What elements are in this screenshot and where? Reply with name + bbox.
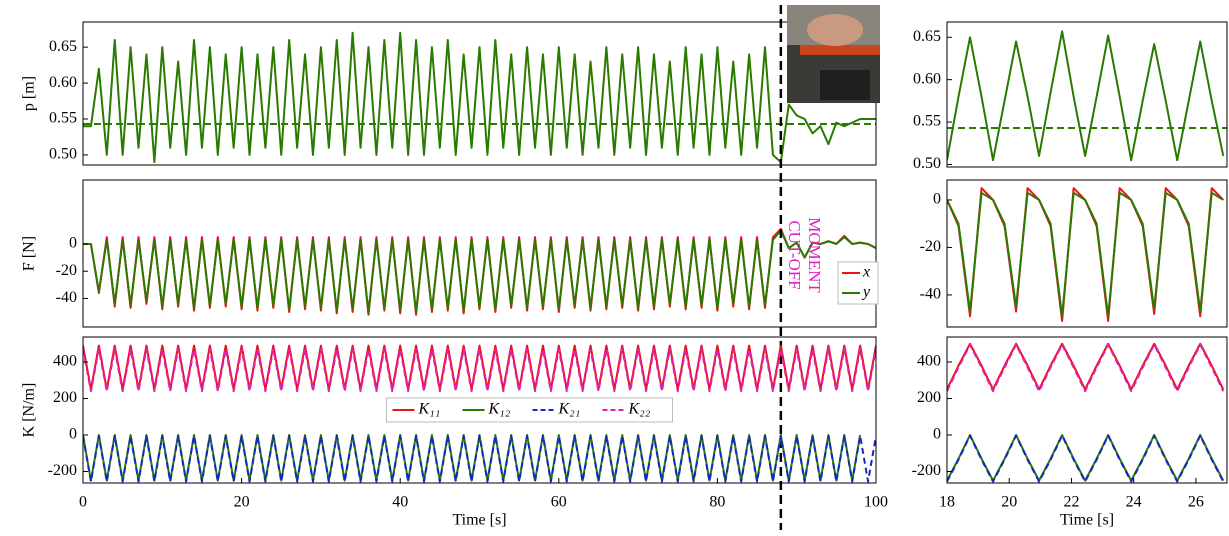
legend-label: K₁₁ [418,401,441,418]
series-line [947,343,1225,393]
x-tick-label: 100 [864,494,888,511]
y-tick-label: 0 [69,235,77,252]
series-line [947,191,1224,318]
y-tick-label: 0.55 [49,110,77,127]
plot-frame [82,179,877,328]
y-tick-label: 0.50 [913,155,941,172]
plot-area [83,228,876,316]
series-line [83,229,876,314]
x-tick-label: 20 [234,494,250,511]
y-tick-label: 400 [53,353,77,370]
y-tick-label: 0.55 [913,113,941,130]
legend-box [386,397,673,423]
y-tick-label: -200 [48,462,77,479]
plot-frame [946,21,1228,168]
legend-label: y [861,284,871,301]
x-tick-label: 60 [551,494,567,511]
y-tick-label: -20 [920,238,941,255]
y-tick-label: -40 [56,289,77,306]
legend-label: K₂₁ [558,401,581,418]
y-tick-label: 0 [933,426,941,443]
plot-frame [946,336,1228,484]
y-tick-label: 0.65 [913,28,941,45]
y-axis-label: K [N/m] [21,383,38,438]
photo-hand [807,14,863,46]
y-tick-label: 200 [917,389,941,406]
x-tick-label: 24 [1126,494,1142,511]
y-tick-label: 0 [933,191,941,208]
plot-area [947,187,1224,323]
y-tick-label: 0.60 [913,70,941,87]
x-tick-label: 22 [1063,494,1079,511]
y-tick-label: 0.60 [49,74,77,91]
plot-area [83,344,876,483]
legend-label: x [862,264,870,281]
x-axis-label: Time [s] [452,512,506,529]
annotation: MOMENT [805,217,824,293]
photo-robot [820,70,870,100]
plot-frame [946,179,1228,328]
legend-label: K₁₂ [488,401,511,418]
y-tick-label: 200 [53,389,77,406]
x-tick-label: 20 [1001,494,1017,511]
legend-box [837,261,879,305]
y-axis-label: p [m] [21,76,38,111]
y-tick-label: -20 [56,262,77,279]
plot-area [947,30,1227,162]
annotation: CUT-OFF [785,220,804,289]
legend-label: K₂₂ [628,401,651,418]
x-tick-label: 40 [392,494,408,511]
plot-area [83,31,876,164]
series-line [83,348,876,393]
plot-area [947,342,1225,483]
x-tick-label: 18 [939,494,955,511]
y-tick-label: 400 [917,353,941,370]
series-line [83,31,876,164]
y-tick-label: 0.50 [49,146,77,163]
series-line [947,30,1225,162]
y-axis-label: F [N] [21,236,38,271]
inset-photo [787,5,880,103]
y-tick-label: -40 [920,286,941,303]
x-tick-label: 26 [1188,494,1204,511]
y-tick-label: -200 [912,462,941,479]
series-line [83,434,876,483]
plot-frame [82,336,877,484]
x-axis-label: Time [s] [1060,512,1114,529]
series-line [947,434,1225,483]
y-tick-label: 0.65 [49,38,77,55]
photo-object [800,45,880,55]
x-tick-label: 0 [79,494,87,511]
y-tick-label: 0 [69,426,77,443]
x-tick-label: 80 [709,494,725,511]
series-line [83,434,862,482]
